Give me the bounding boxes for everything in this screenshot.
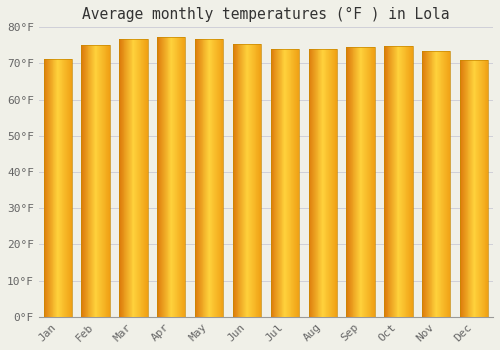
Bar bbox=[308, 49, 337, 317]
Title: Average monthly temperatures (°F ) in Lola: Average monthly temperatures (°F ) in Lo… bbox=[82, 7, 450, 22]
Bar bbox=[233, 44, 261, 317]
Bar bbox=[460, 60, 488, 317]
Bar bbox=[195, 39, 224, 317]
Bar bbox=[82, 46, 110, 317]
Bar bbox=[422, 51, 450, 317]
Bar bbox=[384, 46, 412, 317]
Bar bbox=[44, 59, 72, 317]
Bar bbox=[157, 37, 186, 317]
Bar bbox=[346, 47, 375, 317]
Bar bbox=[270, 49, 299, 317]
Bar bbox=[119, 39, 148, 317]
